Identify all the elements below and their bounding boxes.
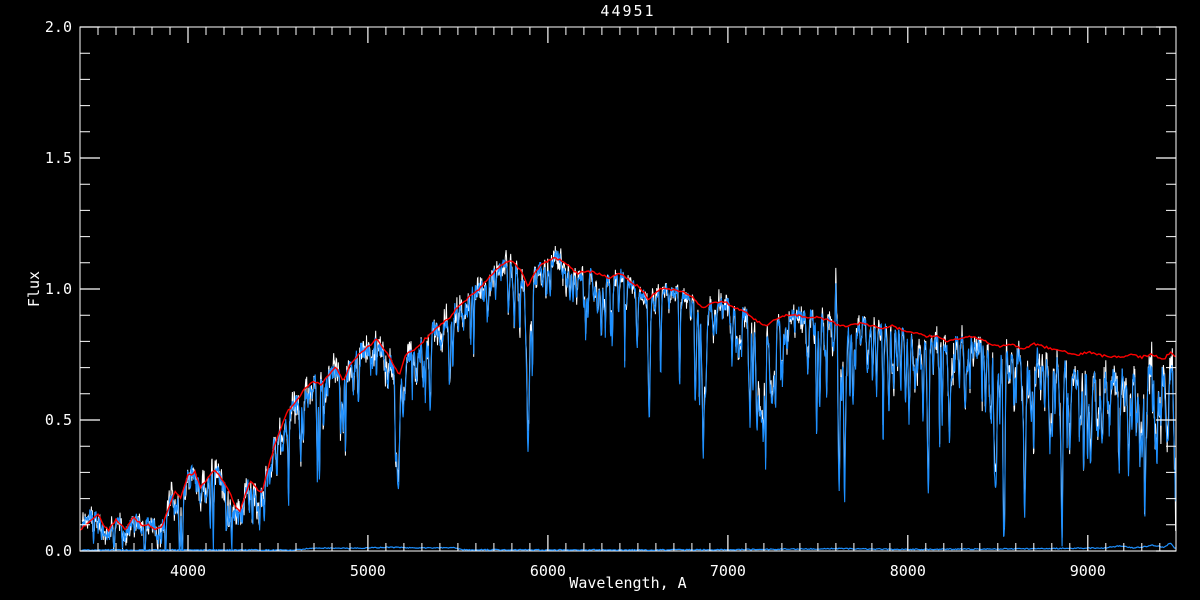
x-tick-label: 9000 (1070, 562, 1106, 580)
x-minor-ticks (97, 27, 1161, 551)
series-error-spectrum (81, 542, 1176, 551)
plot-title: 44951 (600, 2, 656, 20)
y-axis-label: Flux (25, 270, 43, 308)
x-tick-label: 6000 (530, 562, 566, 580)
x-axis-label: Wavelength, A (569, 574, 687, 592)
y-minor-ticks (80, 52, 1176, 526)
y-tick-label: 0.0 (45, 542, 72, 560)
x-major-ticks (187, 27, 1089, 551)
y-tick-label: 2.0 (45, 18, 72, 36)
series-observed-spectrum (81, 250, 1176, 551)
x-tick-label: 5000 (350, 562, 386, 580)
series-observed-raw (81, 245, 1176, 551)
y-tick-label: 0.5 (45, 411, 72, 429)
x-tick-label: 4000 (170, 562, 206, 580)
x-tick-label: 8000 (890, 562, 926, 580)
series-model-fit (80, 256, 1176, 533)
y-tick-label: 1.5 (45, 149, 72, 167)
x-tick-label: 7000 (710, 562, 746, 580)
y-tick-label: 1.0 (45, 280, 72, 298)
y-major-ticks (80, 26, 1176, 552)
